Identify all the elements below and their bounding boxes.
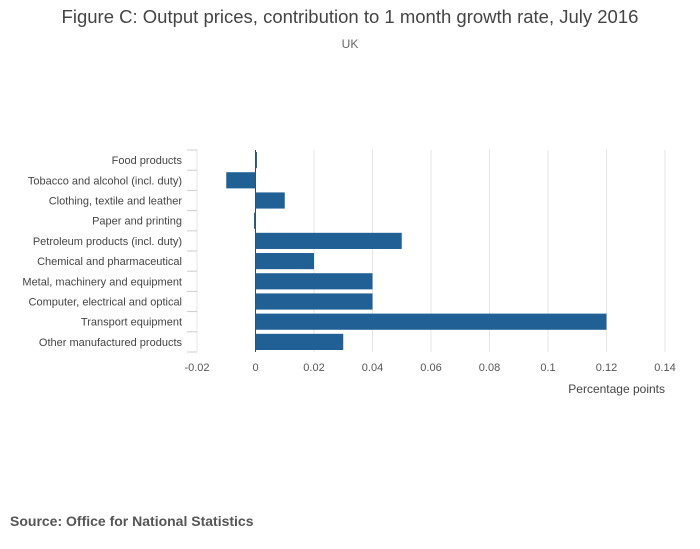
- bar: [255, 253, 314, 270]
- category-label: Petroleum products (incl. duty): [33, 236, 182, 248]
- x-tick-label: 0: [252, 362, 258, 374]
- source-note: Source: Office for National Statistics: [10, 513, 254, 529]
- x-tick-label: 0.12: [596, 362, 617, 374]
- x-tick-label: -0.02: [184, 362, 209, 374]
- category-label: Computer, electrical and optical: [29, 297, 182, 309]
- bar: [254, 212, 256, 229]
- bar: [255, 273, 373, 290]
- x-axis-title: Percentage points: [568, 382, 665, 396]
- x-tick-label: 0.08: [479, 362, 500, 374]
- chart-title: Figure C: Output prices, contribution to…: [61, 6, 639, 27]
- category-label: Metal, machinery and equipment: [22, 276, 182, 288]
- category-label: Transport equipment: [81, 317, 182, 329]
- x-tick-label: 0.06: [420, 362, 441, 374]
- x-tick-label: 0.1: [540, 362, 555, 374]
- bar: [255, 232, 402, 249]
- bar: [255, 333, 344, 350]
- x-tick-label: 0.02: [303, 362, 324, 374]
- bar: [255, 152, 257, 169]
- bar: [226, 172, 256, 189]
- chart-subtitle: UK: [341, 37, 359, 51]
- category-label: Tobacco and alcohol (incl. duty): [28, 175, 182, 187]
- x-tick-label: 0.14: [654, 362, 675, 374]
- category-label: Clothing, textile and leather: [49, 196, 183, 208]
- x-tick-label: 0.04: [362, 362, 383, 374]
- bar: [255, 293, 373, 310]
- category-label: Paper and printing: [92, 216, 182, 228]
- bar: [255, 313, 607, 330]
- category-label: Chemical and pharmaceutical: [37, 256, 182, 268]
- bar: [255, 192, 285, 209]
- category-label: Other manufactured products: [39, 337, 183, 349]
- category-label: Food products: [112, 155, 183, 167]
